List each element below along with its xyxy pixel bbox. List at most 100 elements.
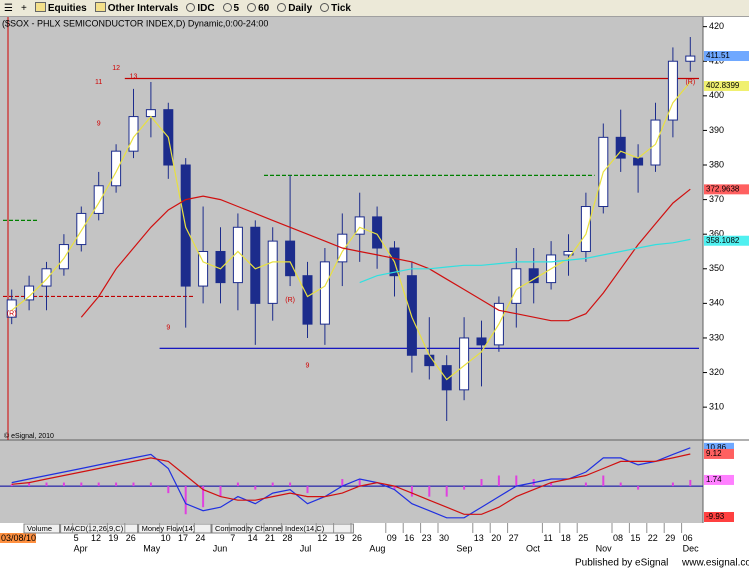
macd-tag-label: -9.93 [706, 512, 725, 521]
footer-publisher: Published by eSignal [575, 558, 668, 569]
candle-body [563, 250, 574, 256]
candle-body [476, 337, 487, 346]
toolbar-button[interactable]: 60 [247, 2, 270, 14]
start-date: 03/08/10 [1, 533, 36, 543]
tab-label: Money Flow(14) [142, 524, 196, 533]
annotation: (R) [7, 311, 17, 318]
x-tick-label: 08 [613, 533, 623, 543]
macd-tag [704, 442, 734, 453]
toolbar: ☰ + Equities Other Intervals IDC 5 60 Da… [0, 0, 749, 17]
chart: ($SOX - PHLX SEMICONDUCTOR INDEX,D) Dyna… [0, 17, 749, 570]
candle-body [319, 261, 330, 325]
price-tag [704, 235, 749, 246]
x-tick-label: 19 [335, 533, 345, 543]
x-tick-label: 12 [317, 533, 327, 543]
price-tag-label: 402.8399 [706, 81, 740, 90]
x-tick-label: 25 [578, 533, 588, 543]
month-label: Apr [74, 543, 88, 553]
toolbar-label: Equities [47, 3, 87, 14]
menu[interactable]: ☰ [4, 2, 13, 14]
x-tick-label: 15 [630, 533, 640, 543]
add[interactable]: + [20, 2, 27, 14]
candle-body [667, 60, 678, 121]
tab[interactable] [60, 523, 139, 534]
x-tick-label: 24 [195, 533, 205, 543]
candle-body [615, 136, 626, 159]
copyright: © eSignal, 2010 [4, 432, 54, 440]
annotation: (R) [285, 297, 295, 304]
candle-body [441, 365, 452, 391]
macd-tag-label: 9.12 [706, 449, 722, 458]
tab[interactable] [211, 523, 354, 534]
candle-body [354, 216, 365, 235]
y-tick-label: 340 [709, 298, 724, 308]
x-tick-label: 23 [422, 533, 432, 543]
x-tick-label: 26 [126, 533, 136, 543]
tab[interactable] [138, 523, 212, 534]
y-tick-label: 400 [709, 90, 724, 100]
x-tick-label: 27 [509, 533, 519, 543]
month-label: Dec [683, 543, 700, 553]
x-tick-label: 20 [491, 533, 501, 543]
month-label: Oct [526, 543, 541, 553]
toolbar-button[interactable]: Tick [320, 2, 351, 14]
candle-body [580, 206, 591, 252]
candle-body [511, 268, 522, 304]
x-tick-label: 11 [543, 533, 552, 543]
toolbar-label: Other Intervals [107, 3, 179, 14]
candle-body [76, 212, 87, 246]
x-tick-label: 18 [561, 533, 571, 543]
candle-body [285, 240, 296, 277]
price-tag-label: 358.1082 [706, 236, 740, 245]
month-label: Nov [596, 543, 613, 553]
x-tick-label: 22 [648, 533, 658, 543]
candle-body [24, 285, 35, 301]
annotation: 11 [95, 79, 102, 86]
x-tick-label: 21 [265, 533, 275, 543]
tab-label: Commodity Channel Index(14,C) [215, 524, 325, 533]
tab-label: MACD(12,26,9,C) [64, 524, 124, 533]
candle-body [250, 226, 261, 304]
candle-body [459, 337, 470, 391]
toolbar-button[interactable]: IDC [186, 2, 215, 14]
footer-url: www.esignal.com [681, 558, 749, 569]
candle-body [685, 55, 696, 62]
macd-line [11, 447, 691, 519]
y-tick-label: 350 [709, 263, 724, 273]
y-tick-label: 310 [709, 402, 724, 412]
x-tick-label: 5 [74, 533, 79, 543]
annotation: 9 [306, 362, 310, 369]
toolbar-button[interactable]: Equities [34, 2, 87, 14]
toolbar-button[interactable]: Daily [277, 2, 312, 14]
x-tick-label: 09 [387, 533, 397, 543]
annotation: 13 [130, 74, 138, 81]
x-tick-label: 14 [248, 533, 258, 543]
candle-body [528, 268, 539, 284]
price-tag [704, 81, 749, 92]
tab[interactable] [23, 523, 61, 534]
axis-background [703, 17, 749, 523]
candle-body [145, 109, 156, 118]
toolbar-button[interactable]: 5 [222, 2, 239, 14]
x-tick-label: 28 [282, 533, 292, 543]
y-tick-label: 420 [709, 21, 724, 31]
price-tag-label: 411.51 [706, 51, 730, 60]
x-tick-label: 7 [230, 533, 235, 543]
candle-body [93, 185, 104, 214]
y-tick-label: 380 [709, 159, 724, 169]
toolbar-label: 60 [258, 2, 270, 14]
candle-body [198, 250, 209, 287]
macd-tag-label: 10.86 [706, 443, 727, 452]
macd-tag [704, 448, 734, 459]
x-tick-label: 19 [108, 533, 118, 543]
toolbar-label: IDC [197, 2, 215, 14]
toolbar-button[interactable]: Other Intervals [94, 2, 179, 14]
price-tag-label: 372.9638 [706, 184, 740, 193]
candle-body [6, 299, 17, 318]
annotation: 9 [166, 324, 170, 331]
candle-body [633, 157, 644, 166]
annotation: 9 [97, 120, 101, 127]
x-tick-label: 26 [352, 533, 362, 543]
x-tick-label: 17 [178, 533, 188, 543]
x-tick-label: 06 [683, 533, 693, 543]
